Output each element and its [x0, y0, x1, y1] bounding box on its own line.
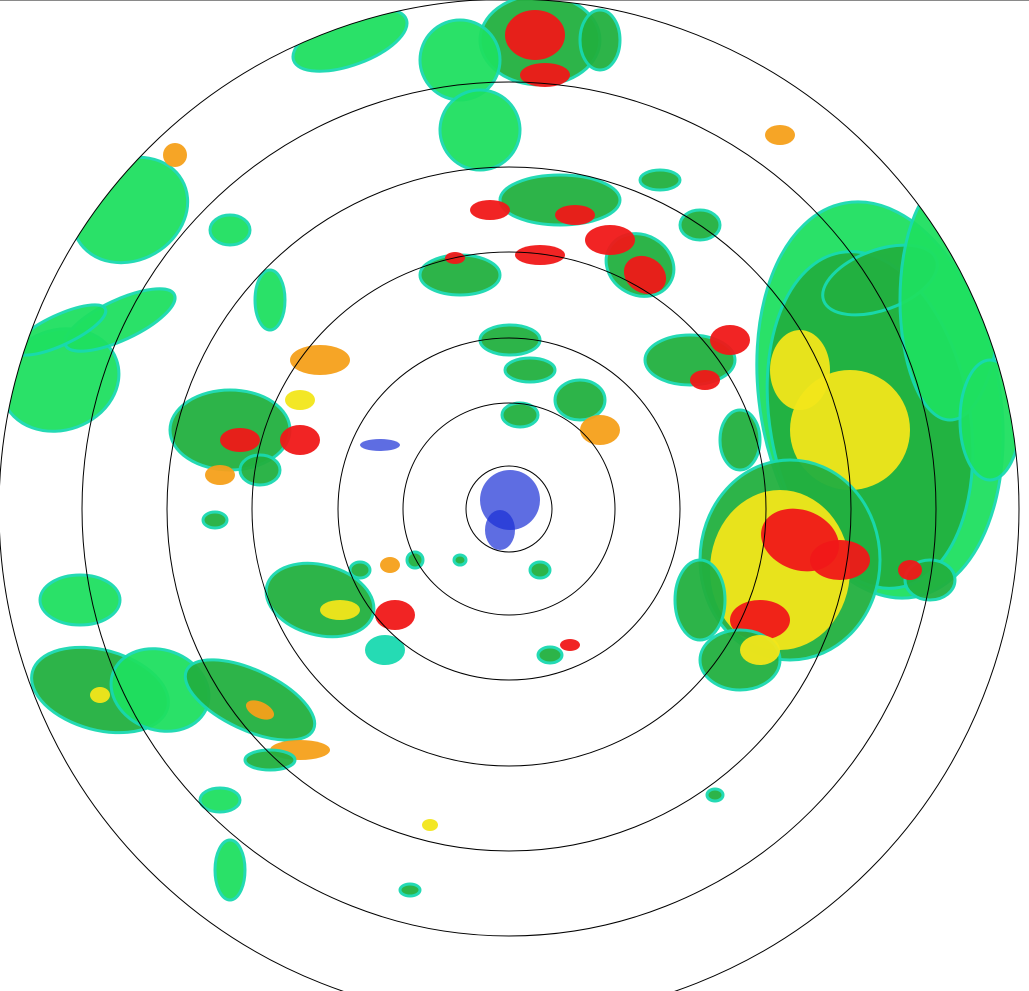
- echo-cell: [690, 370, 720, 390]
- echo-cell: [220, 428, 260, 452]
- range-ring: [465, 465, 553, 553]
- echo-cell: [560, 639, 580, 651]
- range-ring: [402, 402, 616, 616]
- echo-cell: [280, 425, 320, 455]
- echo-cell: [555, 205, 595, 225]
- echo-cell: [238, 453, 282, 487]
- echo-cell: [500, 401, 540, 429]
- echo-cell: [201, 510, 229, 530]
- echo-cell: [438, 88, 522, 172]
- echo-cell: [578, 8, 622, 72]
- echo-cell: [38, 573, 122, 627]
- echo-cell: [470, 200, 510, 220]
- echo-cell: [183, 658, 317, 742]
- echo-cell: [553, 378, 607, 422]
- echo-cell: [520, 63, 570, 87]
- echo-cell: [285, 390, 315, 410]
- range-ring: [166, 166, 852, 852]
- echo-cell: [770, 330, 830, 410]
- echo-cell: [208, 213, 252, 247]
- echo-cell: [485, 510, 515, 550]
- echo-cell: [422, 819, 438, 831]
- echo-cell: [790, 370, 910, 490]
- echo-cell: [205, 465, 235, 485]
- echo-cell: [528, 560, 552, 580]
- echo-cell: [365, 635, 405, 665]
- echo-cell: [198, 786, 242, 814]
- echo-cell: [452, 553, 468, 567]
- echo-cell: [398, 882, 422, 898]
- echo-cell: [478, 323, 542, 357]
- echo-cell: [810, 540, 870, 580]
- precipitation-echoes: [0, 0, 1019, 902]
- echo-cell: [380, 557, 400, 573]
- echo-cell: [213, 838, 247, 902]
- echo-cell: [503, 356, 557, 384]
- echo-cell: [320, 600, 360, 620]
- echo-cell: [638, 168, 682, 192]
- echo-cell: [375, 600, 415, 630]
- echo-cell: [348, 560, 372, 580]
- echo-cell: [418, 18, 502, 102]
- echo-cell: [515, 245, 565, 265]
- echo-cell: [718, 408, 762, 472]
- echo-cell: [163, 143, 187, 167]
- echo-cell: [740, 635, 780, 665]
- echo-cell: [505, 10, 565, 60]
- echo-cell: [673, 558, 727, 642]
- range-ring: [337, 337, 681, 681]
- echo-cell: [253, 268, 287, 332]
- range-ring: [81, 81, 937, 937]
- echo-cell: [710, 325, 750, 355]
- echo-cell: [405, 550, 425, 570]
- echo-cell: [245, 700, 275, 720]
- echo-cell: [765, 125, 795, 145]
- range-ring: [251, 251, 767, 767]
- echo-cell: [536, 645, 564, 665]
- echo-cell: [898, 560, 922, 580]
- echo-cell: [705, 787, 725, 803]
- echo-cell: [585, 225, 635, 255]
- echo-cell: [90, 687, 110, 703]
- echo-cell: [360, 439, 400, 451]
- echo-cell: [580, 415, 620, 445]
